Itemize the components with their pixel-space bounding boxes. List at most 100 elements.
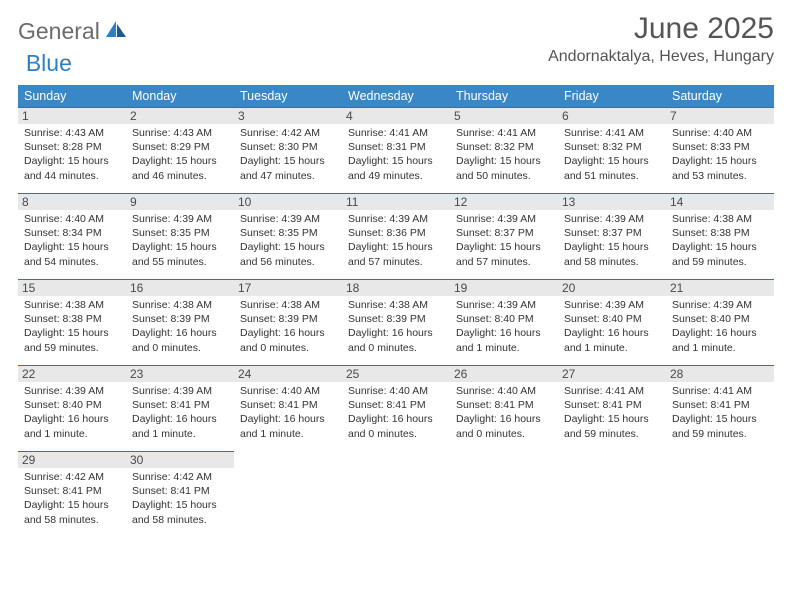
day-details: Sunrise: 4:39 AMSunset: 8:37 PMDaylight:… xyxy=(456,212,552,269)
day-number: 5 xyxy=(450,108,558,124)
calendar-day-cell: 27 Sunrise: 4:41 AMSunset: 8:41 PMDayligh… xyxy=(558,366,666,452)
day-number: 16 xyxy=(126,280,234,296)
day-details: Sunrise: 4:42 AMSunset: 8:30 PMDaylight:… xyxy=(240,126,336,183)
day-number: 8 xyxy=(18,194,126,210)
day-details: Sunrise: 4:40 AMSunset: 8:33 PMDaylight:… xyxy=(672,126,768,183)
day-number: 10 xyxy=(234,194,342,210)
day-number: 3 xyxy=(234,108,342,124)
day-details: Sunrise: 4:39 AMSunset: 8:40 PMDaylight:… xyxy=(672,298,768,355)
calendar-day-cell: 11 Sunrise: 4:39 AMSunset: 8:36 PMDayligh… xyxy=(342,194,450,280)
day-header: Sunday xyxy=(18,85,126,108)
day-number: 30 xyxy=(126,452,234,468)
day-number: 18 xyxy=(342,280,450,296)
day-number: 27 xyxy=(558,366,666,382)
day-header: Thursday xyxy=(450,85,558,108)
day-details: Sunrise: 4:39 AMSunset: 8:36 PMDaylight:… xyxy=(348,212,444,269)
calendar-day-cell xyxy=(558,452,666,538)
day-number: 29 xyxy=(18,452,126,468)
day-number: 25 xyxy=(342,366,450,382)
calendar-week-row: 8Sunrise: 4:40 AMSunset: 8:34 PMDaylight… xyxy=(18,194,774,280)
calendar-body: 1Sunrise: 4:43 AMSunset: 8:28 PMDaylight… xyxy=(18,108,774,538)
calendar-day-cell: 12 Sunrise: 4:39 AMSunset: 8:37 PMDayligh… xyxy=(450,194,558,280)
calendar-day-cell: 4 Sunrise: 4:41 AMSunset: 8:31 PMDaylight… xyxy=(342,108,450,194)
calendar-page: General June 2025 Andornaktalya, Heves, … xyxy=(0,0,792,550)
day-details: Sunrise: 4:39 AMSunset: 8:37 PMDaylight:… xyxy=(564,212,660,269)
calendar-day-cell: 24 Sunrise: 4:40 AMSunset: 8:41 PMDayligh… xyxy=(234,366,342,452)
day-header: Friday xyxy=(558,85,666,108)
calendar-day-cell: 13 Sunrise: 4:39 AMSunset: 8:37 PMDayligh… xyxy=(558,194,666,280)
day-details: Sunrise: 4:38 AMSunset: 8:38 PMDaylight:… xyxy=(24,298,120,355)
day-details: Sunrise: 4:39 AMSunset: 8:41 PMDaylight:… xyxy=(132,384,228,441)
day-details: Sunrise: 4:40 AMSunset: 8:41 PMDaylight:… xyxy=(240,384,336,441)
calendar-day-cell xyxy=(450,452,558,538)
day-number: 23 xyxy=(126,366,234,382)
calendar-day-cell: 2 Sunrise: 4:43 AMSunset: 8:29 PMDaylight… xyxy=(126,108,234,194)
day-details: Sunrise: 4:43 AMSunset: 8:29 PMDaylight:… xyxy=(132,126,228,183)
day-details: Sunrise: 4:41 AMSunset: 8:31 PMDaylight:… xyxy=(348,126,444,183)
calendar-day-cell: 29 Sunrise: 4:42 AMSunset: 8:41 PMDayligh… xyxy=(18,452,126,538)
day-number: 13 xyxy=(558,194,666,210)
calendar-table: Sunday Monday Tuesday Wednesday Thursday… xyxy=(18,85,774,538)
calendar-day-cell: 7 Sunrise: 4:40 AMSunset: 8:33 PMDaylight… xyxy=(666,108,774,194)
day-number: 26 xyxy=(450,366,558,382)
calendar-week-row: 1Sunrise: 4:43 AMSunset: 8:28 PMDaylight… xyxy=(18,108,774,194)
day-number: 19 xyxy=(450,280,558,296)
calendar-week-row: 22 Sunrise: 4:39 AMSunset: 8:40 PMDayligh… xyxy=(18,366,774,452)
day-details: Sunrise: 4:39 AMSunset: 8:40 PMDaylight:… xyxy=(24,384,120,441)
day-number: 7 xyxy=(666,108,774,124)
calendar-day-cell: 28 Sunrise: 4:41 AMSunset: 8:41 PMDayligh… xyxy=(666,366,774,452)
day-header: Saturday xyxy=(666,85,774,108)
calendar-day-cell xyxy=(342,452,450,538)
brand-sail-icon xyxy=(104,19,128,44)
location-text: Andornaktalya, Heves, Hungary xyxy=(548,48,774,66)
brand-logo: General xyxy=(18,18,130,45)
day-number: 22 xyxy=(18,366,126,382)
brand-text-general: General xyxy=(18,18,100,45)
day-details: Sunrise: 4:38 AMSunset: 8:39 PMDaylight:… xyxy=(348,298,444,355)
calendar-day-cell: 15Sunrise: 4:38 AMSunset: 8:38 PMDayligh… xyxy=(18,280,126,366)
day-number: 4 xyxy=(342,108,450,124)
calendar-day-cell: 3 Sunrise: 4:42 AMSunset: 8:30 PMDaylight… xyxy=(234,108,342,194)
brand-text-blue: Blue xyxy=(26,50,72,77)
day-details: Sunrise: 4:38 AMSunset: 8:38 PMDaylight:… xyxy=(672,212,768,269)
calendar-week-row: 29 Sunrise: 4:42 AMSunset: 8:41 PMDayligh… xyxy=(18,452,774,538)
day-details: Sunrise: 4:42 AMSunset: 8:41 PMDaylight:… xyxy=(132,470,228,527)
day-header: Tuesday xyxy=(234,85,342,108)
day-number: 20 xyxy=(558,280,666,296)
day-header-row: Sunday Monday Tuesday Wednesday Thursday… xyxy=(18,85,774,108)
month-title: June 2025 xyxy=(548,12,774,46)
day-details: Sunrise: 4:41 AMSunset: 8:41 PMDaylight:… xyxy=(564,384,660,441)
calendar-day-cell: 5Sunrise: 4:41 AMSunset: 8:32 PMDaylight… xyxy=(450,108,558,194)
day-number: 28 xyxy=(666,366,774,382)
calendar-week-row: 15Sunrise: 4:38 AMSunset: 8:38 PMDayligh… xyxy=(18,280,774,366)
day-number: 14 xyxy=(666,194,774,210)
day-details: Sunrise: 4:40 AMSunset: 8:41 PMDaylight:… xyxy=(456,384,552,441)
calendar-day-cell: 20Sunrise: 4:39 AMSunset: 8:40 PMDayligh… xyxy=(558,280,666,366)
day-number: 9 xyxy=(126,194,234,210)
day-details: Sunrise: 4:39 AMSunset: 8:35 PMDaylight:… xyxy=(132,212,228,269)
day-number: 21 xyxy=(666,280,774,296)
day-details: Sunrise: 4:42 AMSunset: 8:41 PMDaylight:… xyxy=(24,470,120,527)
calendar-head: Sunday Monday Tuesday Wednesday Thursday… xyxy=(18,85,774,108)
day-header: Wednesday xyxy=(342,85,450,108)
title-block: June 2025 Andornaktalya, Heves, Hungary xyxy=(548,12,774,66)
calendar-day-cell: 1Sunrise: 4:43 AMSunset: 8:28 PMDaylight… xyxy=(18,108,126,194)
calendar-day-cell: 14 Sunrise: 4:38 AMSunset: 8:38 PMDayligh… xyxy=(666,194,774,280)
day-details: Sunrise: 4:41 AMSunset: 8:41 PMDaylight:… xyxy=(672,384,768,441)
day-number: 11 xyxy=(342,194,450,210)
calendar-day-cell: 10 Sunrise: 4:39 AMSunset: 8:35 PMDayligh… xyxy=(234,194,342,280)
calendar-day-cell: 16Sunrise: 4:38 AMSunset: 8:39 PMDayligh… xyxy=(126,280,234,366)
day-details: Sunrise: 4:40 AMSunset: 8:41 PMDaylight:… xyxy=(348,384,444,441)
day-number: 1 xyxy=(18,108,126,124)
calendar-day-cell: 21 Sunrise: 4:39 AMSunset: 8:40 PMDayligh… xyxy=(666,280,774,366)
calendar-day-cell: 18 Sunrise: 4:38 AMSunset: 8:39 PMDayligh… xyxy=(342,280,450,366)
calendar-day-cell: 9 Sunrise: 4:39 AMSunset: 8:35 PMDaylight… xyxy=(126,194,234,280)
day-details: Sunrise: 4:38 AMSunset: 8:39 PMDaylight:… xyxy=(240,298,336,355)
day-number: 2 xyxy=(126,108,234,124)
day-details: Sunrise: 4:39 AMSunset: 8:35 PMDaylight:… xyxy=(240,212,336,269)
day-number: 24 xyxy=(234,366,342,382)
day-number: 17 xyxy=(234,280,342,296)
day-number: 6 xyxy=(558,108,666,124)
calendar-day-cell: 26 Sunrise: 4:40 AMSunset: 8:41 PMDayligh… xyxy=(450,366,558,452)
day-number: 12 xyxy=(450,194,558,210)
